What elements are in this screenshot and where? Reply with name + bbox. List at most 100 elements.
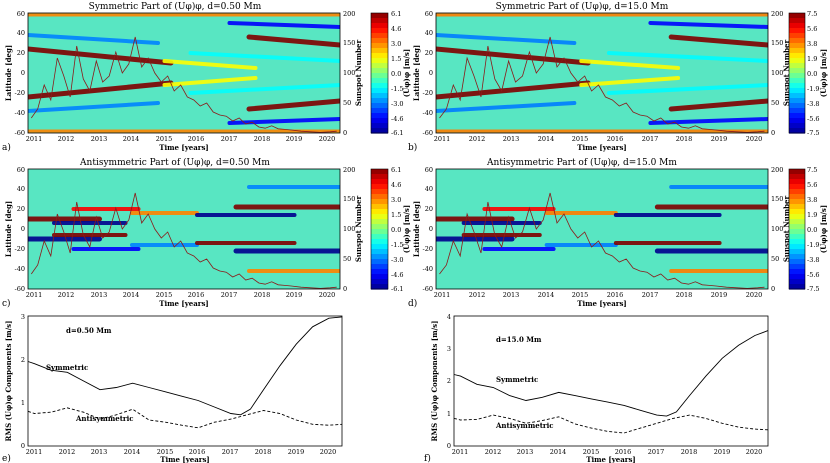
colorbar-segment bbox=[789, 219, 805, 225]
panel-a-colorbar-label: (Uφ)φ [m/s] bbox=[402, 49, 411, 97]
colorbar-segment bbox=[789, 123, 805, 129]
colorbar-tick: 3.0 bbox=[391, 196, 401, 204]
panel-c-heatmap bbox=[28, 169, 340, 289]
ssn-tick: 150 bbox=[771, 39, 783, 47]
panel-e-xlabel: Time [years] bbox=[160, 455, 209, 463]
colorbar-segment bbox=[371, 244, 388, 250]
time-tick: 2011 bbox=[26, 448, 43, 456]
panel-c-colorbar-ticks: 6.1 4.6 3.0 1.5 0.0 -1.5 -3.0 -4.6 -6.1 bbox=[391, 166, 404, 293]
y-tick: 4 bbox=[447, 313, 451, 321]
time-tick: 2012 bbox=[469, 291, 486, 299]
colorbar-frame bbox=[788, 12, 806, 134]
colorbar-segment bbox=[789, 259, 805, 265]
panel-b-colorbar-ticks: 7.5 5.6 3.8 1.9 0.0 -1.9 -3.8 -5.6 -7.5 bbox=[807, 10, 820, 137]
y-tick: 2 bbox=[21, 356, 25, 364]
colorbar-segment bbox=[371, 199, 388, 205]
panel-f-y-ticks: 0 1 2 3 4 bbox=[447, 313, 451, 450]
colorbar-segment bbox=[371, 194, 388, 200]
time-tick: 2014 bbox=[123, 135, 140, 143]
colorbar-segment bbox=[371, 224, 388, 230]
time-tick: 2013 bbox=[503, 291, 520, 299]
heatmap-band bbox=[436, 46, 591, 66]
ssn-tick: 100 bbox=[771, 225, 783, 233]
panel-a: Symmetric Part of (Uφ)φ, d=0.50 Mm -60 -… bbox=[2, 1, 411, 153]
colorbar-tick: -7.5 bbox=[807, 285, 820, 293]
time-tick: 2019 bbox=[288, 448, 305, 456]
panel-d-time-ticks: 2011 2012 2013 2014 2015 2016 2017 2018 … bbox=[434, 291, 763, 299]
colorbar-tick: 6.1 bbox=[391, 166, 401, 174]
time-tick: 2013 bbox=[91, 291, 108, 299]
time-tick: 2011 bbox=[26, 135, 43, 143]
colorbar-tick: 1.9 bbox=[807, 211, 817, 219]
panel-b-ylabel: Latitude [deg] bbox=[412, 45, 421, 101]
lat-tick: -60 bbox=[15, 129, 25, 137]
colorbar-tick: -3.0 bbox=[391, 256, 404, 264]
colorbar-segment bbox=[789, 48, 805, 54]
ssn-tick: 200 bbox=[771, 10, 783, 18]
colorbar-segment bbox=[371, 108, 388, 114]
panel-b-title: Symmetric Part of (Uφ)φ, d=15.0 Mm bbox=[496, 1, 669, 12]
colorbar-segment bbox=[789, 264, 805, 270]
panel-d-label: d) bbox=[408, 298, 417, 309]
lat-tick: -20 bbox=[423, 245, 433, 253]
time-tick: 2014 bbox=[538, 135, 555, 143]
time-tick: 2012 bbox=[58, 291, 75, 299]
colorbar-frame bbox=[370, 12, 389, 134]
colorbar-segment bbox=[371, 118, 388, 124]
colorbar-tick: 6.1 bbox=[391, 10, 401, 18]
heatmap-band bbox=[436, 101, 577, 113]
heatmap-band bbox=[246, 34, 340, 48]
heatmap-band bbox=[606, 83, 768, 95]
time-tick: 2015 bbox=[156, 135, 173, 143]
panel-c-y2label: Sunspot Number bbox=[354, 196, 363, 263]
heatmap-band bbox=[648, 117, 768, 125]
colorbar-segment bbox=[789, 93, 805, 99]
colorbar-tick: 5.6 bbox=[807, 181, 817, 189]
lat-tick: -20 bbox=[423, 89, 433, 97]
time-tick: 2016 bbox=[188, 135, 205, 143]
y-tick: 0 bbox=[21, 442, 25, 450]
colorbar-tick: 3.8 bbox=[807, 196, 817, 204]
colorbar-tick: 7.5 bbox=[807, 10, 817, 18]
colorbar-segment bbox=[371, 73, 388, 79]
ssn-tick: 0 bbox=[771, 285, 775, 293]
colorbar-segment bbox=[789, 73, 805, 79]
panel-e-ylabel: RMS (Uφ)φ Components [m/s] bbox=[4, 321, 13, 442]
colorbar-segment bbox=[371, 284, 388, 290]
panel-b-colorbar-label: (Uφ)φ [m/s] bbox=[819, 49, 828, 97]
time-tick: 2017 bbox=[648, 448, 665, 456]
ssn-tick: 100 bbox=[343, 225, 355, 233]
colorbar-segment bbox=[789, 128, 805, 134]
panel-a-ylabel: Latitude [deg] bbox=[4, 45, 13, 101]
time-tick: 2016 bbox=[607, 291, 624, 299]
panel-d-ssn-ticks: 0 50 100 150 200 bbox=[771, 166, 783, 293]
colorbar-segment bbox=[789, 209, 805, 215]
lat-tick: -40 bbox=[423, 265, 433, 273]
time-tick: 2011 bbox=[434, 291, 451, 299]
lat-tick: 20 bbox=[17, 205, 25, 213]
panel-f-annotation: d=15.0 Mm bbox=[496, 335, 542, 344]
colorbar-tick: -6.1 bbox=[391, 285, 404, 293]
time-tick: 2019 bbox=[286, 135, 303, 143]
panel-c-ssn-ticks: 0 50 100 150 200 bbox=[343, 166, 355, 293]
colorbar-tick: -1.5 bbox=[391, 85, 404, 93]
colorbar-tick: -5.6 bbox=[807, 271, 820, 279]
colorbar-segment bbox=[371, 68, 388, 74]
time-tick: 2020 bbox=[746, 135, 763, 143]
colorbar-segment bbox=[371, 28, 388, 34]
colorbar-segment bbox=[371, 23, 388, 29]
time-tick: 2018 bbox=[681, 448, 698, 456]
colorbar-segment bbox=[371, 229, 388, 235]
colorbar-segment bbox=[789, 284, 805, 290]
time-tick: 2019 bbox=[711, 291, 728, 299]
colorbar-segment bbox=[371, 249, 388, 255]
colorbar-segment bbox=[371, 103, 388, 109]
panel-d-ylabel: Latitude [deg] bbox=[412, 201, 421, 257]
colorbar-segment bbox=[789, 63, 805, 69]
colorbar-segment bbox=[371, 98, 388, 104]
panel-d-frame bbox=[435, 168, 769, 290]
ssn-tick: 0 bbox=[343, 285, 347, 293]
panel-d-heatmap bbox=[436, 169, 768, 289]
colorbar-segment bbox=[789, 68, 805, 74]
time-tick: 2014 bbox=[550, 448, 567, 456]
